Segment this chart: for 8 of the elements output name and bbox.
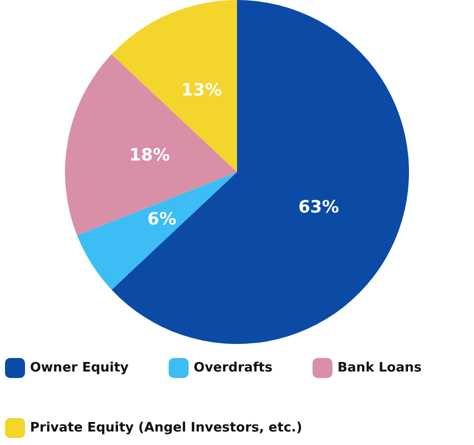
data-label: 63% [298, 197, 340, 218]
data-label: 18% [129, 145, 170, 166]
data-label: 13% [181, 80, 222, 100]
data-label: 6% [147, 210, 176, 230]
legend-label: Owner Equity [30, 360, 130, 376]
legend-label: Overdrafts [194, 360, 273, 376]
legend-label: Bank Loans [338, 360, 422, 376]
legend-label: Private Equity (Angel Investors, etc.) [30, 420, 302, 436]
